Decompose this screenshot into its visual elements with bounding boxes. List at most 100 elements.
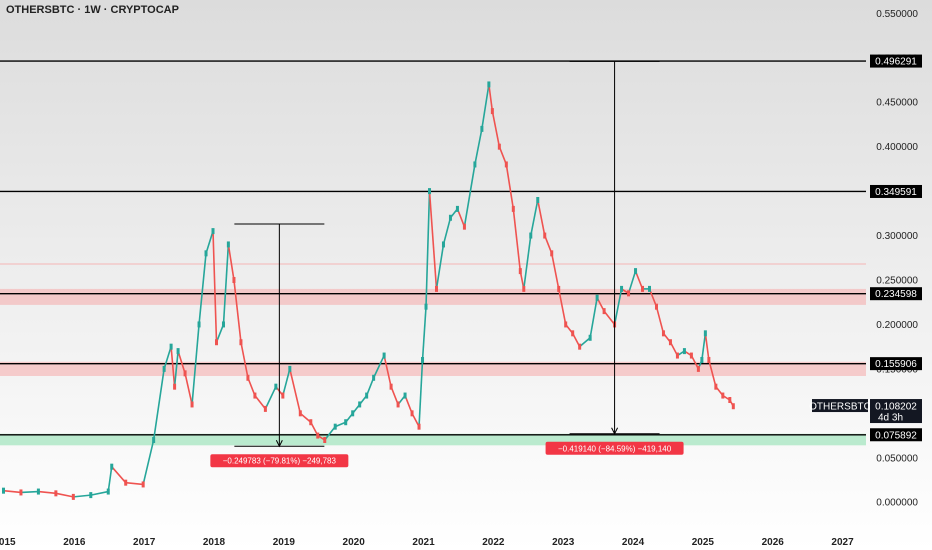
price-candle [215,339,218,346]
price-candle [529,232,533,239]
price-segment [383,355,392,387]
resistance-zone [0,361,866,376]
price-candle [183,370,187,377]
price-candle [316,432,320,439]
price-candle [403,392,407,399]
price-candle [396,401,400,408]
price-candle [480,125,484,132]
price-segment [613,288,623,325]
price-segment [198,253,207,325]
price-segment [463,164,476,227]
price-candle [522,285,526,292]
measure-label: −0.419140 (−84.59%) −419,140 [558,444,672,453]
price-candle [263,405,267,412]
y-tick-label: 0.250000 [876,276,918,287]
arrowhead-icon [611,427,619,435]
price-candle [323,437,327,443]
price-candle [281,392,285,399]
measure-label-bg [210,454,349,468]
price-candle [641,285,645,292]
price-candle [54,490,58,497]
price-candle [462,223,466,230]
price-candle [602,308,606,315]
price-candle [571,330,575,337]
price-candle [190,401,194,408]
price-segment [481,84,490,130]
price-candle [424,303,428,310]
price-segment [222,244,230,325]
price-candle [448,214,452,221]
price-segment [264,386,277,410]
price-segment [550,253,560,290]
price-candle [309,419,313,426]
price-candle [36,488,40,495]
price-segment [418,359,424,427]
price-candle [654,303,658,310]
symbol-tag-bg [812,399,868,413]
price-segment [212,231,218,343]
price-segment [90,490,109,496]
price-candle [152,437,156,443]
price-segment [55,492,74,498]
current-price-label: 0.108202 [875,402,917,413]
price-segment [299,412,312,423]
price-candle [682,348,686,355]
price-candle [434,285,438,292]
price-segment [289,368,302,414]
price-segment [505,164,515,210]
price-segment [233,279,242,343]
price-candle [389,383,393,390]
price-segment [442,217,452,245]
x-tick-label: 2017 [133,537,156,548]
price-candle [543,232,547,239]
price-segment [227,244,235,281]
price-candle [106,488,110,495]
price-segment [38,490,56,495]
price-candle [648,285,651,292]
level-label-bg [870,357,922,371]
price-segment [627,270,637,294]
price-candle [441,241,445,248]
price-segment [170,346,176,387]
price-candle [169,343,173,350]
price-candle [620,285,624,292]
price-candle [634,268,638,275]
resistance-zone [0,288,866,305]
x-tick-label: 2016 [63,537,86,548]
price-segment [557,288,567,325]
price-candle [731,403,735,410]
level-label-bg [870,184,922,198]
price-candle [473,161,477,168]
price-segment [3,489,22,494]
x-tick-label: 2023 [552,537,575,548]
price-candle [173,383,177,390]
x-tick-label: 2027 [831,537,854,548]
level-label: 0.234598 [875,289,917,300]
y-tick-label: 0.000000 [876,498,918,509]
price-candle [358,401,362,408]
price-candle [696,365,700,372]
price-candle [239,339,243,346]
price-candle [578,343,582,350]
price-segment [184,373,193,405]
price-segment [655,306,665,334]
measure-label: −0.249783 (−79.81%) −249,783 [223,457,337,466]
price-candle [110,463,114,470]
price-candle [564,321,568,328]
price-candle [204,250,208,257]
arrowhead-icon [275,439,283,448]
price-candle [490,108,494,115]
price-candle [661,330,665,337]
price-candle [417,423,421,430]
price-candle [721,392,725,399]
price-candle [19,489,23,496]
price-candle [176,348,180,355]
price-candle [124,479,128,486]
price-candle [211,228,215,235]
price-segment [173,351,179,387]
price-candle [487,81,491,88]
price-candle [668,339,672,346]
price-segment [579,337,591,348]
price-segment [142,439,155,485]
